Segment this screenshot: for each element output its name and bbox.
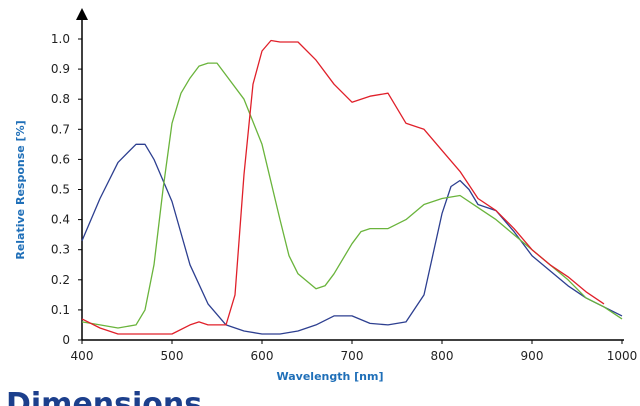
x-tick-label: 500 (161, 349, 184, 363)
x-tick-label: 600 (251, 349, 274, 363)
y-tick-label: 0 (62, 333, 70, 347)
x-tick-label: 1000 (607, 349, 638, 363)
y-tick-label: 0.2 (51, 273, 70, 287)
y-tick-label: 0.7 (51, 122, 70, 136)
x-tick-label: 400 (71, 349, 94, 363)
x-tick-label: 800 (431, 349, 454, 363)
y-tick-label: 0.5 (51, 183, 70, 197)
y-tick-label: 0.9 (51, 62, 70, 76)
x-tick-label: 700 (341, 349, 364, 363)
x-axis-title: Wavelength [nm] (277, 370, 384, 383)
y-tick-label: 1.0 (51, 32, 70, 46)
y-tick-label: 0.4 (51, 213, 70, 227)
section-heading: Dimensions (6, 387, 202, 406)
y-tick-label: 0.1 (51, 303, 70, 317)
y-axis-title: Relative Response [%] (14, 120, 27, 259)
y-tick-label: 0.6 (51, 152, 70, 166)
x-tick-label: 900 (521, 349, 544, 363)
series-line (81, 39, 605, 335)
y-tick-label: 0.8 (51, 92, 70, 106)
series-line (81, 62, 623, 329)
y-tick-label: 0.3 (51, 243, 70, 257)
series-line (81, 143, 623, 335)
